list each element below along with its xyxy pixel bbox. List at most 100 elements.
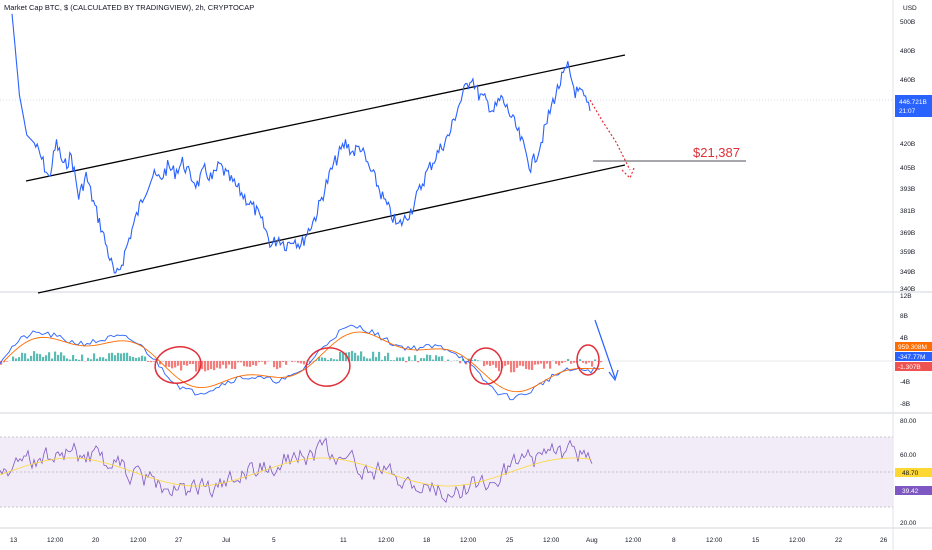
macd-tick: -8B [900,401,910,408]
time-tick: 12:00 [789,537,806,544]
macd-badge-3 [895,362,932,371]
macd-histogram-bar [441,356,444,361]
macd-histogram-bar [345,352,348,361]
macd-histogram-bar [519,361,522,366]
time-tick: 8 [672,537,676,544]
macd-tick: 12B [900,293,912,300]
macd-histogram-bar [183,361,186,366]
macd-histogram-bar [477,360,480,361]
macd-histogram-bar [543,361,546,369]
macd-histogram-bar [333,359,336,361]
time-tick: 12:00 [378,537,395,544]
macd-histogram-bar [471,360,474,361]
rsi-value-1: 48.70 [902,470,919,477]
macd-histogram-bar [342,352,345,361]
price-axis-unit: USD [903,5,917,12]
macd-histogram-bar [294,361,297,362]
macd-histogram-bar [348,352,351,361]
macd-histogram-bar [93,353,96,361]
price-tick: 359B [900,249,915,256]
macd-histogram-bar [369,358,372,361]
macd-histogram-bar [96,358,99,361]
macd-histogram-bar [354,352,357,361]
macd-histogram-bar [591,361,594,367]
rsi-tick: 80.00 [900,418,917,425]
channel-upper-line [25,54,626,182]
macd-histogram-bar [390,360,393,361]
macd-series [0,324,605,401]
price-tick: 349B [900,269,915,276]
macd-histogram-bar [18,357,21,361]
macd-histogram-bar [138,357,141,361]
macd-histogram-bar [300,361,303,364]
time-tick: 13 [10,537,18,544]
macd-histogram-bar [249,361,252,367]
macd-histogram-bar [231,361,234,369]
macd-histogram-bar [186,361,189,366]
macd-histogram-bar [126,352,129,361]
macd-histogram-bar [546,361,549,364]
rsi-ma-line [0,457,593,487]
time-tick: Aug [586,537,598,544]
macd-histogram-bar [330,358,333,361]
macd-histogram-bar [60,352,63,361]
time-tick: 5 [272,537,276,544]
macd-histogram-bar [399,357,402,361]
macd-histogram-bar [24,353,27,361]
macd-histogram-bar [21,352,24,361]
macd-histogram-bar [201,361,204,370]
macd-histogram-bar [75,358,78,361]
macd-tick: 4B [900,335,908,342]
macd-histogram-bar [15,358,18,361]
macd-cross-circle-2 [305,347,351,387]
macd-histogram-bar [252,361,255,365]
macd-histogram-bar [285,361,288,365]
macd-histogram-bar [63,355,66,361]
macd-histogram-bar [405,361,408,363]
macd-histogram-bar [216,361,219,368]
time-tick: 20 [92,537,100,544]
macd-histogram-bar [435,355,438,361]
macd-histogram-bar [498,361,501,372]
macd-histogram-bar [483,361,486,367]
time-tick: 26 [880,537,888,544]
macd-histogram-bar [123,352,126,361]
macd-histogram-bar [339,351,342,361]
macd-histogram-bar [132,356,135,361]
macd-value-2: -347.77M [898,354,925,361]
macd-histogram-bar [366,358,369,361]
macd-histogram-bar [555,361,558,364]
macd-histogram-bar [426,354,429,361]
rsi-line [0,437,593,504]
macd-histogram-bar [492,361,495,365]
macd-histogram-bar [12,356,15,361]
time-tick: Jul [222,537,231,544]
macd-histogram-bar [363,356,366,361]
macd-histogram-bar [213,361,216,371]
last-price-value: 446.721B [899,99,927,106]
macd-histogram-bar [258,361,261,363]
macd-tick: 8B [900,313,908,320]
macd-histogram-bar [594,359,597,361]
macd-histogram-bar [273,361,276,368]
rsi-tick: 20.00 [900,520,917,527]
macd-histogram-bar [522,361,525,367]
macd-histogram-bar [597,361,600,362]
rsi-tick: 60.00 [900,452,917,459]
macd-histogram-bar [48,352,51,361]
price-tick: 420B [900,141,915,148]
price-tick: 369B [900,230,915,237]
macd-histogram-bar [72,354,75,361]
macd-histogram-bar [45,355,48,361]
macd-histogram-bar [222,361,225,365]
macd-histogram-bar [192,361,195,364]
macd-histogram-bar [513,361,516,373]
macd-histogram-bar [210,361,213,370]
last-price-badge [895,95,932,117]
macd-histogram-bar [261,361,264,362]
macd-histogram-bar [6,361,9,362]
macd-cross-circle-3 [469,347,503,385]
rsi-series [0,437,593,504]
macd-histogram-bar [150,361,153,363]
